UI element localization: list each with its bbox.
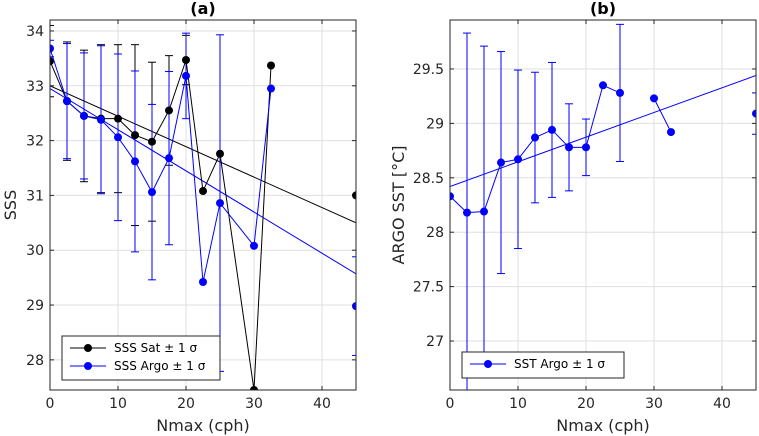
data-point — [497, 158, 505, 167]
x-tick-label: 20 — [177, 396, 195, 412]
data-point — [216, 149, 224, 158]
y-tick-label: 27 — [426, 334, 444, 350]
data-point — [616, 88, 624, 97]
data-point — [531, 133, 539, 142]
data-point — [80, 111, 88, 120]
legend: SST Argo ± 1 σ — [461, 351, 625, 379]
data-point — [667, 128, 675, 137]
y-tick-label: 28.5 — [413, 171, 444, 187]
x-tick-label: 30 — [645, 396, 663, 412]
data-point — [752, 109, 756, 118]
x-axis-label: Nmax (cph) — [556, 416, 650, 435]
x-tick-label: 0 — [46, 396, 55, 412]
y-tick-label: 34 — [26, 24, 44, 40]
y-tick-label: 29 — [426, 116, 444, 132]
data-point — [267, 84, 275, 93]
data-point — [148, 188, 156, 197]
data-point — [182, 56, 190, 65]
y-tick-label: 29.5 — [413, 62, 444, 78]
data-point — [63, 97, 71, 106]
series-line — [653, 98, 672, 133]
legend-marker — [84, 362, 92, 370]
data-point — [548, 125, 556, 134]
legend-box — [61, 335, 221, 381]
legend-marker — [84, 344, 92, 352]
legend-label: SSS Sat ± 1 σ — [114, 341, 197, 355]
data-point — [599, 81, 607, 90]
data-point — [114, 114, 122, 123]
y-tick-label: 28 — [26, 353, 44, 369]
data-point — [199, 187, 207, 196]
data-layer — [450, 23, 756, 390]
plot-area — [50, 20, 356, 390]
data-point — [199, 278, 207, 287]
data-point — [165, 106, 173, 115]
axes-frame — [49, 19, 357, 391]
data-point — [565, 143, 573, 152]
y-tick-label: 33 — [26, 79, 44, 95]
chart-title: (b) — [590, 0, 616, 18]
data-point — [114, 133, 122, 142]
data-point — [267, 61, 275, 70]
y-tick-label: 31 — [26, 188, 44, 204]
data-point — [480, 207, 488, 216]
legend-label: SSS Argo ± 1 σ — [114, 359, 206, 373]
data-point — [582, 143, 590, 152]
data-point — [216, 199, 224, 208]
y-tick-label: 30 — [26, 243, 44, 259]
data-point — [131, 157, 139, 166]
data-point — [650, 94, 658, 103]
x-tick-label: 20 — [577, 396, 595, 412]
x-tick-label: 10 — [509, 396, 527, 412]
data-point — [352, 191, 356, 200]
legend: SSS Sat ± 1 σ SSS Argo ± 1 σ — [61, 335, 221, 381]
panel-b: 0 10 20 30 40 27 27.5 28 28.5 29 29.5 Nmax (cph) ARG… — [389, 0, 757, 435]
plot-area — [450, 20, 756, 390]
data-point — [97, 115, 105, 124]
data-point — [463, 208, 471, 217]
y-tick-label: 29 — [26, 298, 44, 314]
data-point — [182, 71, 190, 80]
data-point — [250, 386, 258, 390]
panel-a: 0 10 20 30 40 28 29 30 31 32 33 34 Nmax (cph) SSS (a) S… — [1, 0, 357, 435]
legend-label: SST Argo ± 1 σ — [514, 357, 605, 371]
x-tick-label: 40 — [713, 396, 731, 412]
data-layer — [50, 24, 356, 390]
data-point — [450, 192, 454, 201]
y-tick-label: 28 — [426, 225, 444, 241]
data-point — [148, 137, 156, 146]
data-point — [165, 154, 173, 163]
y-axis-label: SSS — [1, 190, 20, 220]
x-tick-label: 10 — [109, 396, 127, 412]
axes-frame — [449, 19, 757, 391]
x-tick-label: 0 — [446, 396, 455, 412]
data-point — [50, 44, 54, 53]
y-tick-label: 32 — [26, 134, 44, 150]
data-point — [250, 241, 258, 250]
data-point — [514, 155, 522, 164]
y-axis-label: ARGO SST [°C] — [389, 146, 408, 265]
x-axis-label: Nmax (cph) — [156, 416, 250, 435]
x-tick-label: 30 — [245, 396, 263, 412]
data-point — [131, 131, 139, 140]
data-point — [352, 302, 356, 311]
y-tick-label: 27.5 — [413, 280, 444, 296]
x-tick-label: 40 — [313, 396, 331, 412]
chart-title: (a) — [190, 0, 215, 18]
legend-marker — [484, 360, 492, 368]
